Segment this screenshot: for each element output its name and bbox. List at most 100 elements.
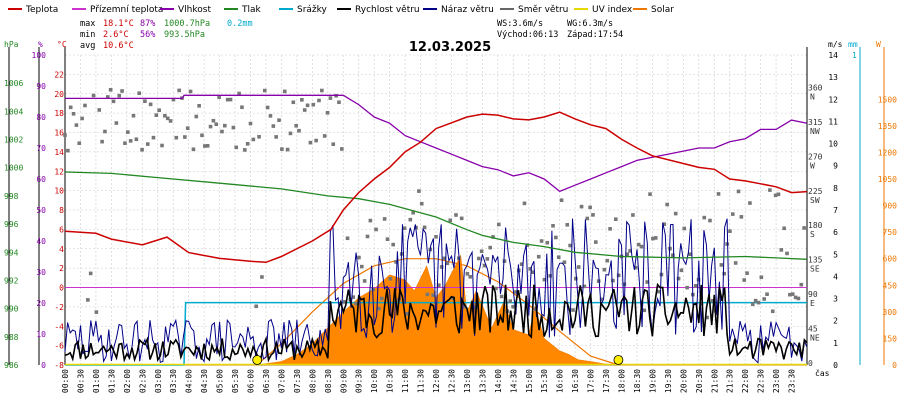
wind-dir-point <box>185 126 190 130</box>
tick-hpa: 988 <box>4 333 19 342</box>
wind-dir-point <box>331 142 336 146</box>
axis-label-celsius: °C <box>57 40 67 49</box>
wind-dir-point <box>796 296 801 301</box>
legend-label: Tlak <box>241 5 262 15</box>
wind-dir-point <box>465 271 470 276</box>
wind-dir-point <box>317 98 321 103</box>
wind-dir-point <box>685 285 689 290</box>
tick-time: 14:00 <box>494 369 503 393</box>
tick-time: 18:00 <box>618 369 627 393</box>
wind-dir-point <box>596 279 601 283</box>
tick-celsius: 0 <box>59 284 64 293</box>
wind-dir-point <box>539 239 544 243</box>
wind-dir-point <box>83 103 87 108</box>
wind-dir-point <box>485 257 490 261</box>
tick-hpa: 1000 <box>4 164 23 173</box>
chart-title: 12.03.2025 <box>409 40 491 55</box>
wind-dir-point <box>451 296 455 300</box>
wind-dir-point <box>585 216 590 221</box>
axis-label-hpa: hPa <box>4 40 19 49</box>
wind-dir-point <box>499 294 504 299</box>
wind-dir-point <box>468 274 473 279</box>
tick-mm: 1 <box>852 51 857 60</box>
wind-dir-point <box>374 227 378 232</box>
wind-dir-point <box>88 271 93 276</box>
legend-label: Teplota <box>25 5 58 15</box>
wind-dir-point <box>231 125 236 130</box>
tick-time: 02:00 <box>123 369 132 393</box>
tick-direction: 360 <box>808 83 823 92</box>
wind-dir-point <box>254 304 259 309</box>
wind-dir-point <box>274 135 278 139</box>
wind-dir-point <box>482 263 487 268</box>
stat-sunset: Západ:17:54 <box>567 30 623 40</box>
wind-dir-point <box>651 236 655 241</box>
wind-dir-point <box>708 218 712 223</box>
wind-dir-point <box>491 235 495 239</box>
wind-dir-point <box>514 290 518 294</box>
stats-panel: max 18.1°C 87% 1000.7hPa 0.2mm min 2.6°C… <box>80 19 623 51</box>
wind-dir-point <box>125 130 130 134</box>
wind-dir-point <box>163 113 167 118</box>
wind-dir-point <box>571 308 575 312</box>
wind-dir-point <box>157 108 161 113</box>
legend-label: Směr větru <box>518 5 568 15</box>
tick-time: 07:00 <box>277 369 286 393</box>
wind-dir-point <box>223 123 227 128</box>
wind-dir-point <box>633 265 638 270</box>
wind-dir-point <box>402 226 407 231</box>
series-humidity <box>65 94 808 193</box>
tick-ms: 10 <box>828 140 838 149</box>
wind-dir-point <box>462 304 467 309</box>
tick-w: 750 <box>883 228 898 237</box>
wind-dir-point <box>314 138 318 143</box>
tick-ms: 3 <box>833 295 838 304</box>
tick-celsius: -2 <box>54 303 64 312</box>
wind-dir-point <box>368 218 373 223</box>
wind-dir-point <box>768 188 772 192</box>
wind-dir-point <box>611 278 615 283</box>
tick-ms: 0 <box>833 361 838 370</box>
tick-ms: 4 <box>833 272 838 281</box>
wind-dir-point <box>342 300 347 304</box>
wind-dir-point <box>559 198 564 203</box>
wind-dir-point <box>305 103 310 108</box>
stat-max-hum: 87% <box>140 19 155 29</box>
wind-dir-point <box>302 108 307 112</box>
tick-time: 01:00 <box>92 369 101 393</box>
tick-w: 0 <box>892 361 897 370</box>
tick-direction: 180 <box>808 221 823 230</box>
wind-dir-point <box>579 204 584 209</box>
tick-percent: 10 <box>36 330 46 339</box>
wind-dir-point <box>653 236 658 240</box>
wind-dir-point <box>417 189 421 193</box>
stat-ws: WS:3.6m/s <box>497 19 543 29</box>
tick-hpa: 1006 <box>4 79 23 88</box>
wind-dir-point <box>265 105 270 110</box>
tick-time: 15:00 <box>525 369 534 393</box>
tick-celsius: -4 <box>54 322 64 331</box>
stat-min-label: min <box>80 30 95 40</box>
tick-ms: 7 <box>833 206 838 215</box>
wind-dir-point <box>648 192 652 196</box>
wind-dir-point <box>782 226 786 231</box>
wind-dir-point <box>548 274 552 278</box>
wind-dir-point <box>705 315 709 320</box>
wind-dir-point <box>439 265 444 269</box>
wind-dir-point <box>477 256 481 261</box>
wind-dir-point <box>282 89 287 94</box>
wind-dir-point <box>748 201 752 205</box>
tick-time: 06:30 <box>262 369 271 393</box>
wind-dir-point <box>770 309 775 314</box>
wind-dir-point <box>268 114 273 118</box>
wind-dir-point <box>448 218 453 223</box>
tick-time: 12:30 <box>447 369 456 393</box>
wind-dir-point <box>673 211 678 216</box>
tick-w: 1200 <box>878 148 897 157</box>
stat-rain: 0.2mm <box>227 19 253 29</box>
wind-dir-point <box>220 129 224 134</box>
tick-time: 06:00 <box>247 369 256 393</box>
wind-dir-point <box>588 205 592 210</box>
wind-dir-point <box>605 258 610 263</box>
